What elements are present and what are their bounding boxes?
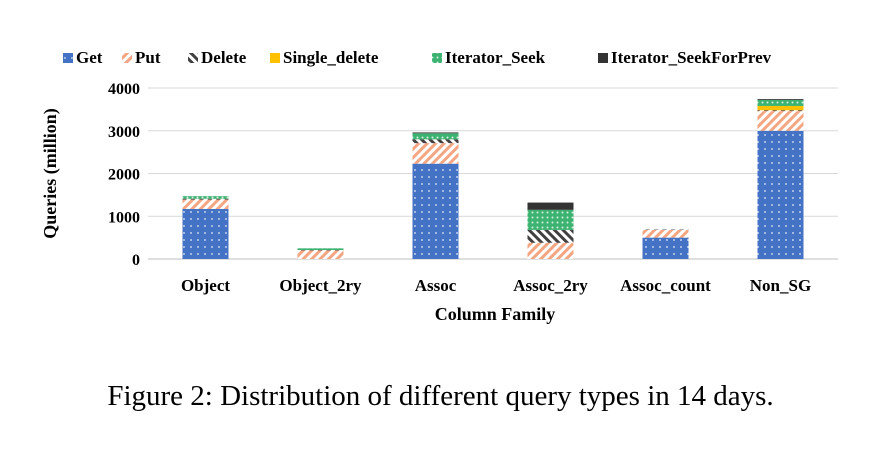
- x-tick-label: Assoc: [415, 276, 457, 295]
- legend-swatch-single-delete: [270, 53, 280, 63]
- bar-object-iterator-seek: [182, 196, 229, 199]
- bar-object-put: [182, 199, 229, 209]
- bars: [182, 99, 804, 259]
- bar-non-sg-get: [757, 130, 804, 259]
- bar-object-get: [182, 208, 229, 259]
- bar-assoc-2ry-delete: [527, 229, 574, 243]
- y-tick-labels: 0 1000 2000 3000 4000: [108, 81, 140, 269]
- x-tick-labels: Object Object_2ry Assoc Assoc_2ry Assoc_coun…: [181, 276, 811, 295]
- bar-assoc-put: [412, 143, 459, 164]
- bar-assoc-count-put: [642, 229, 689, 238]
- legend-label-iterator-seek: Iterator_Seek: [445, 48, 546, 67]
- legend-label-get: Get: [76, 48, 103, 67]
- legend-label-single-delete: Single_delete: [283, 48, 379, 67]
- x-axis-title: Column Family: [435, 304, 556, 324]
- x-tick-label: Assoc_2ry: [513, 276, 588, 295]
- legend-swatch-iterator-seek: [432, 53, 442, 63]
- bar-assoc-2ry-iterator-seekforprev: [527, 202, 574, 210]
- legend-label-iterator-seekforprev: Iterator_SeekForPrev: [611, 48, 772, 67]
- y-tick-label: 3000: [108, 124, 140, 141]
- bar-object-2ry-iterator-seek: [297, 248, 344, 251]
- y-tick-label: 0: [132, 252, 140, 269]
- y-axis-title: Queries (million): [40, 108, 61, 238]
- legend-label-delete: Delete: [201, 48, 247, 67]
- legend-swatch-get: [63, 53, 73, 63]
- bar-non-sg-put: [757, 111, 804, 131]
- bar-non-sg-single-delete: [757, 105, 804, 111]
- bar-assoc-iterator-seekforprev: [412, 132, 459, 134]
- legend-swatch-iterator-seekforprev: [598, 53, 608, 63]
- bar-assoc-delete: [412, 139, 459, 144]
- bar-non-sg-iterator-seekforprev: [757, 99, 804, 100]
- y-tick-label: 4000: [108, 81, 140, 98]
- legend-swatch-put: [122, 53, 132, 63]
- bar-assoc-2ry-iterator-seek: [527, 209, 574, 230]
- x-tick-label: Object: [181, 276, 230, 295]
- x-tick-label: Object_2ry: [279, 276, 362, 295]
- gridlines: [148, 87, 838, 260]
- y-tick-label: 2000: [108, 167, 140, 184]
- bar-non-sg-delete: [757, 110, 804, 112]
- bar-assoc-2ry-put: [527, 242, 574, 259]
- bar-assoc-count-get: [642, 237, 689, 259]
- bar-object-delete: [182, 198, 229, 200]
- legend-label-put: Put: [135, 48, 161, 67]
- x-tick-label: Assoc_count: [620, 276, 711, 295]
- legend-swatch-delete: [188, 53, 198, 63]
- bar-assoc-get: [412, 163, 459, 259]
- x-tick-label: Non_SG: [750, 276, 811, 295]
- figure-caption: Figure 2: Distribution of different quer…: [107, 380, 774, 412]
- bar-non-sg-iterator-seek: [757, 99, 804, 106]
- y-tick-label: 1000: [108, 209, 140, 226]
- legend: Get Put Delete Single_delete Iterator_Seek It…: [63, 48, 772, 67]
- bar-object-2ry-put: [297, 250, 344, 259]
- bar-assoc-iterator-seek: [412, 133, 459, 140]
